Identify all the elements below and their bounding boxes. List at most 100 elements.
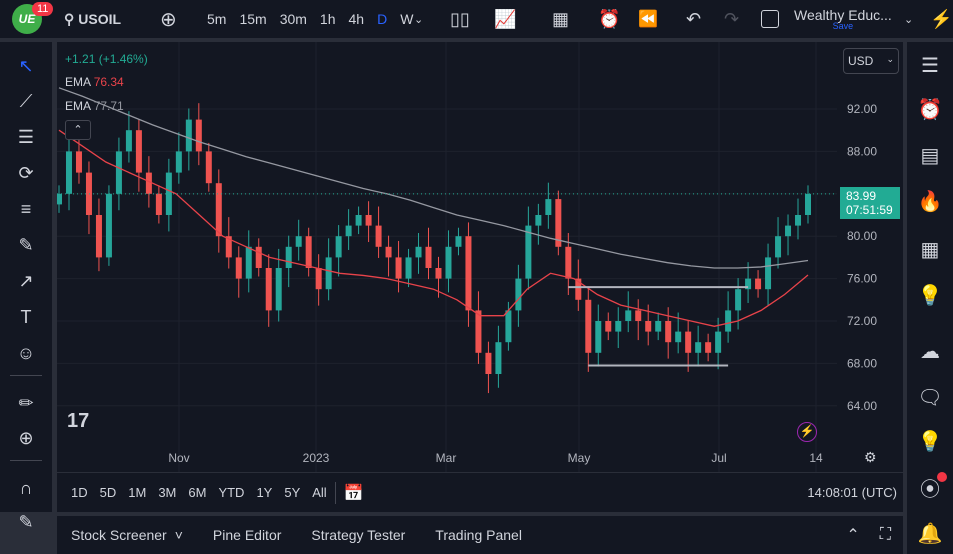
- range-5d[interactable]: 5D: [99, 485, 117, 500]
- interval-dropdown[interactable]: ⌄: [414, 0, 423, 38]
- collapse-legend-button[interactable]: ⌃: [65, 120, 91, 140]
- chevron-down-icon[interactable]: ˅: [174, 527, 183, 543]
- ideas-button[interactable]: 💡: [915, 280, 945, 310]
- add-list-button[interactable]: ▤: [915, 140, 945, 170]
- candle-body: [615, 321, 622, 332]
- last-price-tag: 83.99 07:51:59: [840, 187, 900, 219]
- compare-add-button[interactable]: ⊕: [160, 0, 177, 38]
- candle-body: [795, 215, 802, 226]
- price-chart[interactable]: 92.00 88.00 80.00 76.00 72.00 68.00 64.00 Nov 20…: [56, 42, 903, 512]
- maximize-panel-button[interactable]: ⛶: [880, 526, 891, 544]
- ema-slow-legend[interactable]: EMA 77.71: [65, 99, 124, 113]
- interval-30m[interactable]: 30m: [279, 11, 307, 27]
- tradingview-logo[interactable]: 17: [67, 410, 90, 432]
- help-button[interactable]: 💡: [915, 426, 945, 456]
- list-icon: ☰: [921, 54, 939, 77]
- templates-button[interactable]: ▦: [552, 0, 569, 38]
- range-all[interactable]: All: [312, 485, 327, 500]
- save-link[interactable]: Save: [832, 20, 854, 31]
- watchlist-button[interactable]: ☰: [915, 50, 945, 80]
- lightning-icon[interactable]: ⚡: [797, 422, 817, 442]
- alert-button[interactable]: ⏰: [598, 0, 620, 38]
- calendar-button[interactable]: ▦: [915, 234, 945, 264]
- layout-dropdown[interactable]: ⌄: [904, 0, 913, 38]
- date-range-button[interactable]: 📅: [344, 483, 364, 503]
- currency-select[interactable]: USD ⌄: [843, 48, 899, 74]
- range-1y[interactable]: 1Y: [256, 485, 273, 500]
- clock[interactable]: 14:08:01 (UTC): [807, 485, 897, 500]
- chart-type-button[interactable]: ▯▯: [450, 0, 470, 38]
- interval-1h[interactable]: 1h: [319, 11, 336, 27]
- collapse-panel-button[interactable]: ⌃: [846, 525, 859, 545]
- chat-button[interactable]: 🗨: [915, 382, 945, 412]
- fib-tool[interactable]: ☰: [12, 123, 40, 151]
- replay-button[interactable]: ⏪: [638, 0, 658, 38]
- ruler-tool[interactable]: ✏: [12, 389, 40, 417]
- layout-name[interactable]: Wealthy Educ... Save: [794, 0, 892, 38]
- bottom-tab[interactable]: Strategy Tester: [311, 527, 406, 543]
- range-1m[interactable]: 1M: [128, 485, 147, 500]
- notifications-button[interactable]: 🔔: [915, 518, 945, 548]
- streams-button[interactable]: ☁: [915, 336, 945, 366]
- symbol-search[interactable]: ⚲ USOIL: [64, 0, 121, 38]
- arrow-tool[interactable]: ↗: [12, 267, 40, 295]
- range-3m[interactable]: 3M: [158, 485, 177, 500]
- candle-body: [515, 278, 522, 311]
- undo-icon: ↶: [686, 8, 702, 29]
- chart-settings-button[interactable]: ⚙: [864, 449, 877, 466]
- candle-body: [95, 215, 102, 258]
- candle-body: [595, 321, 602, 353]
- pattern-tool[interactable]: ⟳: [12, 159, 40, 187]
- notification-badge: 11: [32, 2, 54, 16]
- candle-body: [485, 352, 492, 374]
- candle-body: [445, 246, 452, 279]
- candle-body: [145, 172, 152, 194]
- y-tick-label: 64.00: [847, 399, 877, 413]
- bottom-tab[interactable]: Trading Panel: [435, 527, 522, 543]
- chevron-down-icon: ⌄: [904, 13, 914, 26]
- layout-select-button[interactable]: [761, 0, 779, 38]
- interval-5m[interactable]: 5m: [207, 11, 227, 27]
- range-5y[interactable]: 5Y: [284, 485, 301, 500]
- bottom-tab[interactable]: Pine Editor: [212, 527, 282, 543]
- indicators-icon: 📈: [494, 8, 517, 29]
- broadcast-button[interactable]: ⦿: [915, 472, 947, 502]
- cursor-tool[interactable]: ↖: [12, 52, 40, 80]
- range-6m[interactable]: 6M: [188, 485, 207, 500]
- lock-drawings-tool[interactable]: ✎: [12, 508, 40, 536]
- quick-search-button[interactable]: ⚡: [930, 0, 952, 38]
- emoji-tool[interactable]: ☺: [12, 339, 40, 367]
- flame-icon: 🔥: [917, 190, 943, 213]
- bottom-tab[interactable]: Stock Screener: [71, 527, 167, 543]
- lightbulb-icon: 💡: [917, 430, 943, 453]
- brush-tool[interactable]: ✎: [12, 231, 40, 259]
- logo[interactable]: UE 11: [12, 0, 54, 38]
- magnet-tool[interactable]: ∩: [12, 474, 40, 502]
- trendline-tool[interactable]: ⟋: [12, 87, 40, 115]
- undo-button[interactable]: ↶: [686, 0, 701, 38]
- redo-button[interactable]: ↷: [724, 0, 739, 38]
- candle-body: [305, 236, 312, 268]
- chart-pane[interactable]: 92.00 88.00 80.00 76.00 72.00 68.00 64.00 Nov 20…: [56, 42, 903, 512]
- range-bar: 1D 5D 1M 3M 6M YTD 1Y 5Y All 📅 14:08:01 (UTC): [57, 473, 903, 512]
- candle-body: [555, 199, 562, 247]
- interval-4h[interactable]: 4h: [348, 11, 365, 27]
- currency-value: USD: [848, 54, 874, 68]
- interval-D[interactable]: D: [377, 11, 388, 27]
- indicators-button[interactable]: 📈: [494, 0, 516, 38]
- hotlists-button[interactable]: 🔥: [915, 186, 945, 216]
- projection-tool[interactable]: ≡: [12, 195, 40, 223]
- zoom-tool[interactable]: ⊕: [12, 424, 40, 452]
- text-tool[interactable]: T: [12, 303, 40, 331]
- y-tick-label: 80.00: [847, 229, 877, 243]
- range-1d[interactable]: 1D: [71, 485, 88, 500]
- interval-W[interactable]: W: [400, 11, 414, 27]
- range-ytd[interactable]: YTD: [218, 485, 245, 500]
- ema-fast-legend[interactable]: EMA 76.34: [65, 75, 124, 89]
- candle-body: [175, 151, 182, 173]
- candle-body: [205, 151, 212, 184]
- interval-15m[interactable]: 15m: [239, 11, 267, 27]
- calendar-icon: 📅: [343, 484, 364, 502]
- alerts-button[interactable]: ⏰: [915, 94, 945, 124]
- x-tick-label: May: [568, 451, 591, 465]
